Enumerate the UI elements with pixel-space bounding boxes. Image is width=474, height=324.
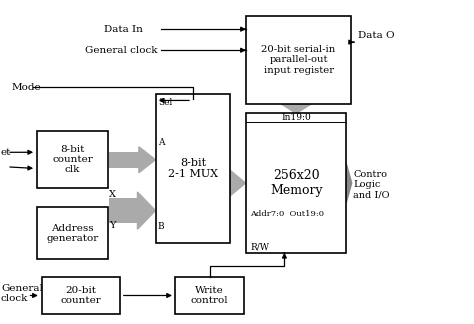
Bar [42, 277, 120, 314]
Text: 8-bit
2-1 MUX: 8-bit 2-1 MUX [168, 158, 218, 179]
Text: et: et [1, 148, 11, 157]
Text: 20-bit serial-in
parallel-out
input register: 20-bit serial-in parallel-out input regi… [262, 45, 336, 75]
Text: Address
generator: Address generator [46, 224, 99, 243]
Polygon shape [137, 192, 155, 229]
Text: General
clock: General clock [1, 284, 43, 303]
Bar [109, 198, 137, 223]
Bar [285, 101, 308, 104]
Bar [156, 94, 230, 243]
Text: Data In: Data In [104, 25, 143, 34]
Bar [175, 277, 244, 314]
Text: 20-bit
counter: 20-bit counter [61, 286, 101, 305]
Text: In19:0: In19:0 [282, 113, 311, 122]
Bar [246, 16, 351, 104]
Text: General clock: General clock [85, 46, 158, 55]
Text: Mode: Mode [12, 83, 42, 92]
Text: Write
control: Write control [191, 286, 228, 305]
Bar [346, 171, 347, 195]
Text: 8-bit
counter
clk: 8-bit counter clk [52, 145, 93, 174]
Bar [246, 113, 346, 253]
Polygon shape [277, 101, 316, 113]
Text: Sel: Sel [158, 98, 172, 107]
Text: X: X [109, 190, 116, 199]
Text: Contro
Logic
and I/O: Contro Logic and I/O [353, 170, 390, 200]
Bar [37, 207, 108, 259]
Text: R/W: R/W [250, 242, 269, 251]
Bar [37, 131, 108, 188]
Text: B: B [158, 222, 164, 231]
Text: Y: Y [109, 221, 116, 230]
Bar [229, 175, 231, 191]
Polygon shape [139, 147, 155, 173]
Text: 256x20
Memory: 256x20 Memory [270, 169, 323, 197]
Polygon shape [229, 169, 246, 197]
Text: Addr7:0  Out19:0: Addr7:0 Out19:0 [250, 210, 324, 218]
Polygon shape [346, 163, 352, 203]
Bar [109, 152, 139, 168]
Text: Data O: Data O [358, 31, 394, 40]
Text: A: A [158, 138, 164, 147]
